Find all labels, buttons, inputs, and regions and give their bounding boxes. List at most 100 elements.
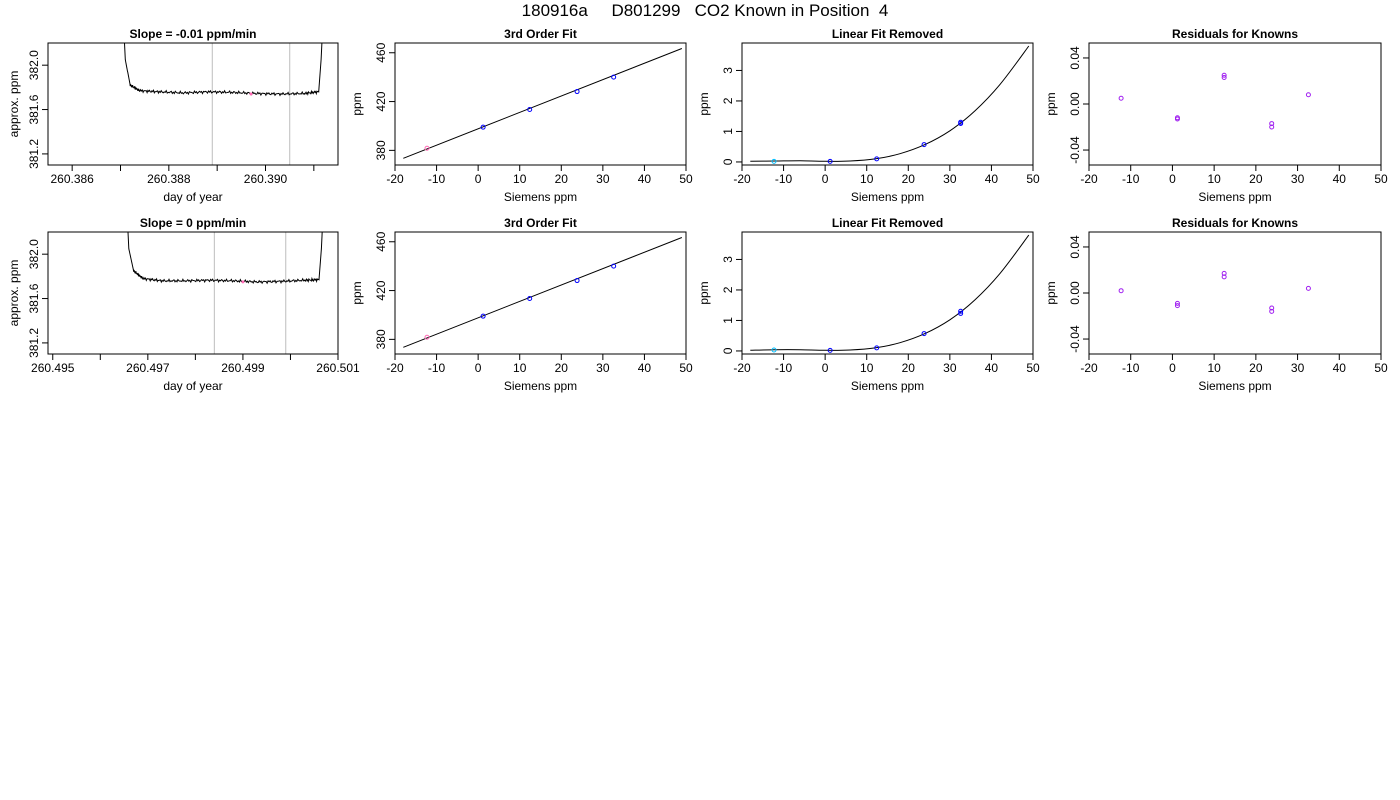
data-point [611, 74, 617, 80]
mean-marker [241, 280, 245, 284]
y-tick-label: 0 [721, 347, 735, 354]
y-tick-label: 420 [374, 280, 388, 300]
data-point [1305, 285, 1311, 291]
y-tick-label: 3 [721, 67, 735, 74]
x-tick-label: 10 [860, 172, 874, 186]
y-tick-label: -0.04 [1068, 136, 1082, 164]
x-tick-label: -10 [775, 361, 793, 375]
data-point [1174, 303, 1180, 309]
x-tick-label: 20 [902, 172, 916, 186]
page-title: 180916a D801299 CO2 Known in Position 4 [521, 1, 889, 20]
x-axis-label: Siemens ppm [504, 379, 577, 393]
chart-title: Linear Fit Removed [832, 27, 943, 41]
analyzer-trace [123, 43, 323, 97]
data-point [1269, 308, 1275, 314]
x-axis-label: day of year [163, 379, 222, 393]
y-axis-label: ppm [697, 281, 711, 304]
plot-frame [47, 42, 339, 166]
x-tick-label: 260.495 [31, 361, 75, 375]
data-point [921, 142, 927, 148]
plot-frame [1088, 42, 1382, 166]
y-axis-label: approx. ppm [7, 71, 21, 138]
data-point [480, 313, 486, 319]
data-point [1305, 92, 1311, 98]
data-point [424, 145, 430, 151]
x-tick-label: 50 [1026, 172, 1040, 186]
x-tick-label: 30 [596, 361, 610, 375]
data-point [874, 156, 880, 162]
plot-area [1118, 270, 1311, 314]
plot-area [1118, 72, 1311, 130]
chart-panel-3: Linear Fit Removed-20 -10 0 10 20 30 40 50Sieme… [697, 27, 1040, 204]
x-tick-label: -10 [428, 172, 446, 186]
analyzer-trace [127, 232, 323, 285]
y-tick-label: 2 [721, 97, 735, 104]
x-tick-label: 260.390 [244, 172, 288, 186]
fit-curve [750, 234, 1030, 351]
x-tick-label: -20 [1080, 172, 1098, 186]
x-tick-label: 30 [1291, 361, 1305, 375]
x-tick-label: 260.499 [221, 361, 265, 375]
y-axis-label: ppm [350, 281, 364, 304]
x-tick-label: 0 [822, 172, 829, 186]
x-tick-label: 20 [902, 361, 916, 375]
x-tick-label: 10 [860, 361, 874, 375]
x-tick-label: 260.388 [147, 172, 191, 186]
chart-panel-1: Slope = -0.01 ppm/min 260.386 260.388 260.3… [7, 27, 339, 204]
x-tick-label: 10 [513, 361, 527, 375]
x-axis-label: Siemens ppm [851, 379, 924, 393]
y-tick-label: -0.04 [1068, 325, 1082, 353]
data-point [958, 310, 964, 316]
y-tick-label: 460 [374, 42, 388, 62]
y-tick-label: 0.00 [1068, 281, 1082, 305]
plot-frame [741, 42, 1034, 166]
y-tick-label: 0.04 [1068, 46, 1082, 70]
y-axis-label: ppm [1044, 92, 1058, 115]
data-point [874, 345, 880, 351]
x-tick-label: 0 [475, 361, 482, 375]
chart-title: Residuals for Knowns [1172, 27, 1298, 41]
y-tick-label: 1 [721, 128, 735, 135]
plot-area [123, 43, 323, 97]
x-axis-label: Siemens ppm [1198, 190, 1271, 204]
x-tick-label: 0 [1169, 361, 1176, 375]
plot-area [403, 237, 683, 348]
data-point [771, 158, 777, 164]
y-tick-label: 381.6 [27, 94, 41, 124]
plot-area [750, 45, 1030, 164]
y-axis-label: ppm [697, 92, 711, 115]
data-point [527, 295, 533, 301]
data-point [1269, 121, 1275, 127]
data-point [424, 334, 430, 340]
data-point [574, 89, 580, 95]
data-point [574, 278, 580, 284]
x-tick-label: 20 [1249, 361, 1263, 375]
x-tick-label: 50 [679, 361, 693, 375]
x-tick-label: 40 [1333, 361, 1347, 375]
chart-panel-2: 3rd Order Fit -20 -10 0 10 20 30 40 50 Siemens pp… [350, 27, 693, 204]
data-point [958, 119, 964, 125]
data-point [1221, 72, 1227, 78]
x-axis-label: Siemens ppm [1198, 379, 1271, 393]
x-tick-label: -10 [775, 172, 793, 186]
plot-area [403, 48, 683, 159]
x-axis-label: Siemens ppm [504, 190, 577, 204]
y-tick-label: 380 [374, 140, 388, 160]
x-tick-label: 40 [638, 172, 652, 186]
data-point [827, 347, 833, 353]
y-tick-label: 381.2 [27, 139, 41, 169]
plot-area [750, 234, 1030, 353]
data-point [527, 106, 533, 112]
chart-panel-8: Residuals for Knowns -20 -10 0 10 20 30 40 50 Sie… [1044, 216, 1388, 393]
x-tick-label: 260.497 [126, 361, 170, 375]
x-tick-label: 50 [1026, 361, 1040, 375]
x-tick-label: 260.386 [50, 172, 94, 186]
chart-title: Linear Fit Removed [832, 216, 943, 230]
data-point [611, 263, 617, 269]
x-tick-label: 50 [679, 172, 693, 186]
chart-title: 3rd Order Fit [504, 27, 577, 41]
chart-title: Slope = 0 ppm/min [140, 216, 246, 230]
data-point [1118, 288, 1124, 294]
x-tick-label: 0 [475, 172, 482, 186]
